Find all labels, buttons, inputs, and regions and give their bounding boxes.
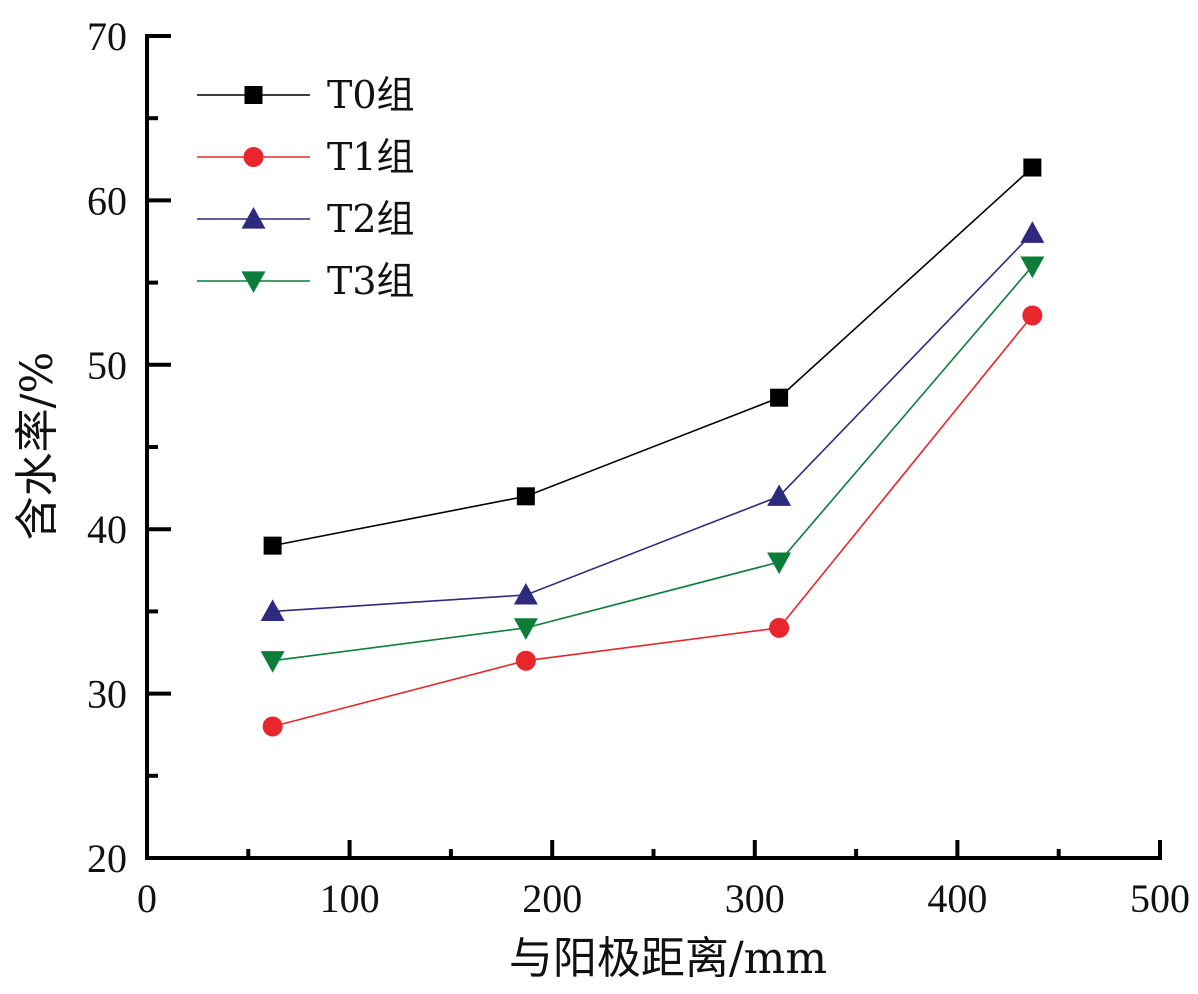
data-point [1020, 256, 1045, 279]
y-tick-label: 30 [87, 672, 127, 717]
series-layer [260, 158, 1045, 737]
legend-item: T2组 [197, 197, 415, 241]
legend: T0组 T1组 T2组 T3组 [197, 73, 415, 303]
legend-item: T0组 [197, 73, 415, 117]
data-point [1022, 305, 1043, 326]
legend-marker [241, 271, 266, 293]
x-tick-label: 400 [927, 876, 987, 921]
x-tick-label: 300 [725, 876, 785, 921]
legend-item: T1组 [197, 135, 415, 179]
legend-item: T3组 [197, 259, 415, 303]
x-tick-label: 500 [1130, 876, 1190, 921]
legend-marker [244, 86, 263, 104]
legend-label: T3组 [327, 259, 415, 303]
y-axis-title: 含水率/% [12, 352, 63, 541]
data-point [262, 716, 283, 737]
legend-marker [243, 147, 264, 167]
y-tick-label: 70 [87, 14, 127, 59]
y-tick-label: 60 [87, 178, 127, 223]
x-tick-label: 100 [320, 876, 380, 921]
data-point [515, 650, 536, 671]
series-line [272, 265, 1033, 662]
series-0 [263, 158, 1042, 555]
series-1 [262, 305, 1043, 737]
series-line [272, 232, 1033, 613]
data-point [263, 536, 282, 555]
y-tick-label: 50 [87, 343, 127, 388]
data-point [767, 552, 792, 575]
data-point [1020, 221, 1045, 243]
series-line [272, 314, 1033, 728]
x-tick-label: 200 [522, 876, 582, 921]
data-point [1023, 158, 1042, 177]
data-point [516, 487, 535, 506]
series-line [272, 166, 1033, 547]
x-tick-label: 0 [137, 876, 157, 921]
series-2 [260, 221, 1045, 621]
data-point [260, 599, 285, 621]
ticks: 0 100 200 300 400 500 20 30 40 50 60 70 [87, 14, 1190, 921]
data-point [769, 617, 790, 638]
data-point [767, 484, 792, 506]
data-point [513, 618, 538, 640]
y-tick-label: 40 [87, 507, 127, 552]
legend-label: T0组 [327, 73, 415, 117]
legend-label: T2组 [327, 197, 415, 241]
data-point [513, 582, 538, 605]
legend-label: T1组 [327, 135, 415, 179]
data-point [770, 388, 789, 407]
y-tick-label: 20 [87, 836, 127, 881]
series-3 [260, 256, 1045, 673]
x-axis-title: 与阳极距离/mm [509, 933, 827, 984]
legend-marker [241, 207, 266, 229]
data-point [260, 651, 285, 673]
